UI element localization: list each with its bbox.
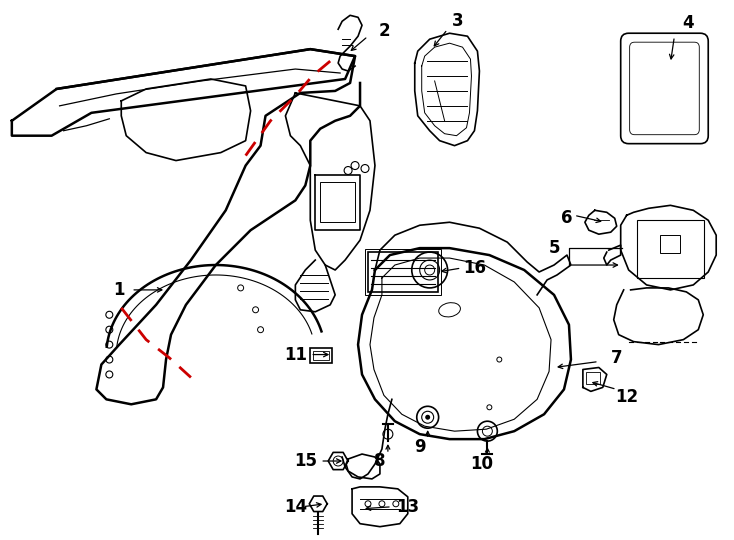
Text: 7: 7 [611,348,622,367]
Bar [365,249,440,295]
Bar [586,373,600,384]
Text: 6: 6 [562,210,573,227]
Text: 3: 3 [451,12,463,30]
Bar [313,350,329,360]
Bar [320,183,355,222]
Text: 11: 11 [284,346,307,363]
Circle shape [425,415,430,420]
Text: 10: 10 [470,455,493,473]
Text: 15: 15 [294,452,317,470]
Text: 16: 16 [463,259,486,277]
Text: 5: 5 [548,239,560,257]
Text: 1: 1 [114,281,125,299]
Bar [368,252,437,292]
Text: 4: 4 [683,14,694,32]
Bar [310,348,333,362]
Text: 2: 2 [379,22,390,40]
Text: 14: 14 [284,498,307,516]
Bar [636,220,704,278]
Bar [661,235,680,253]
Text: 8: 8 [374,452,385,470]
Text: 13: 13 [396,498,419,516]
Text: 12: 12 [615,388,639,406]
Text: 9: 9 [414,438,426,456]
